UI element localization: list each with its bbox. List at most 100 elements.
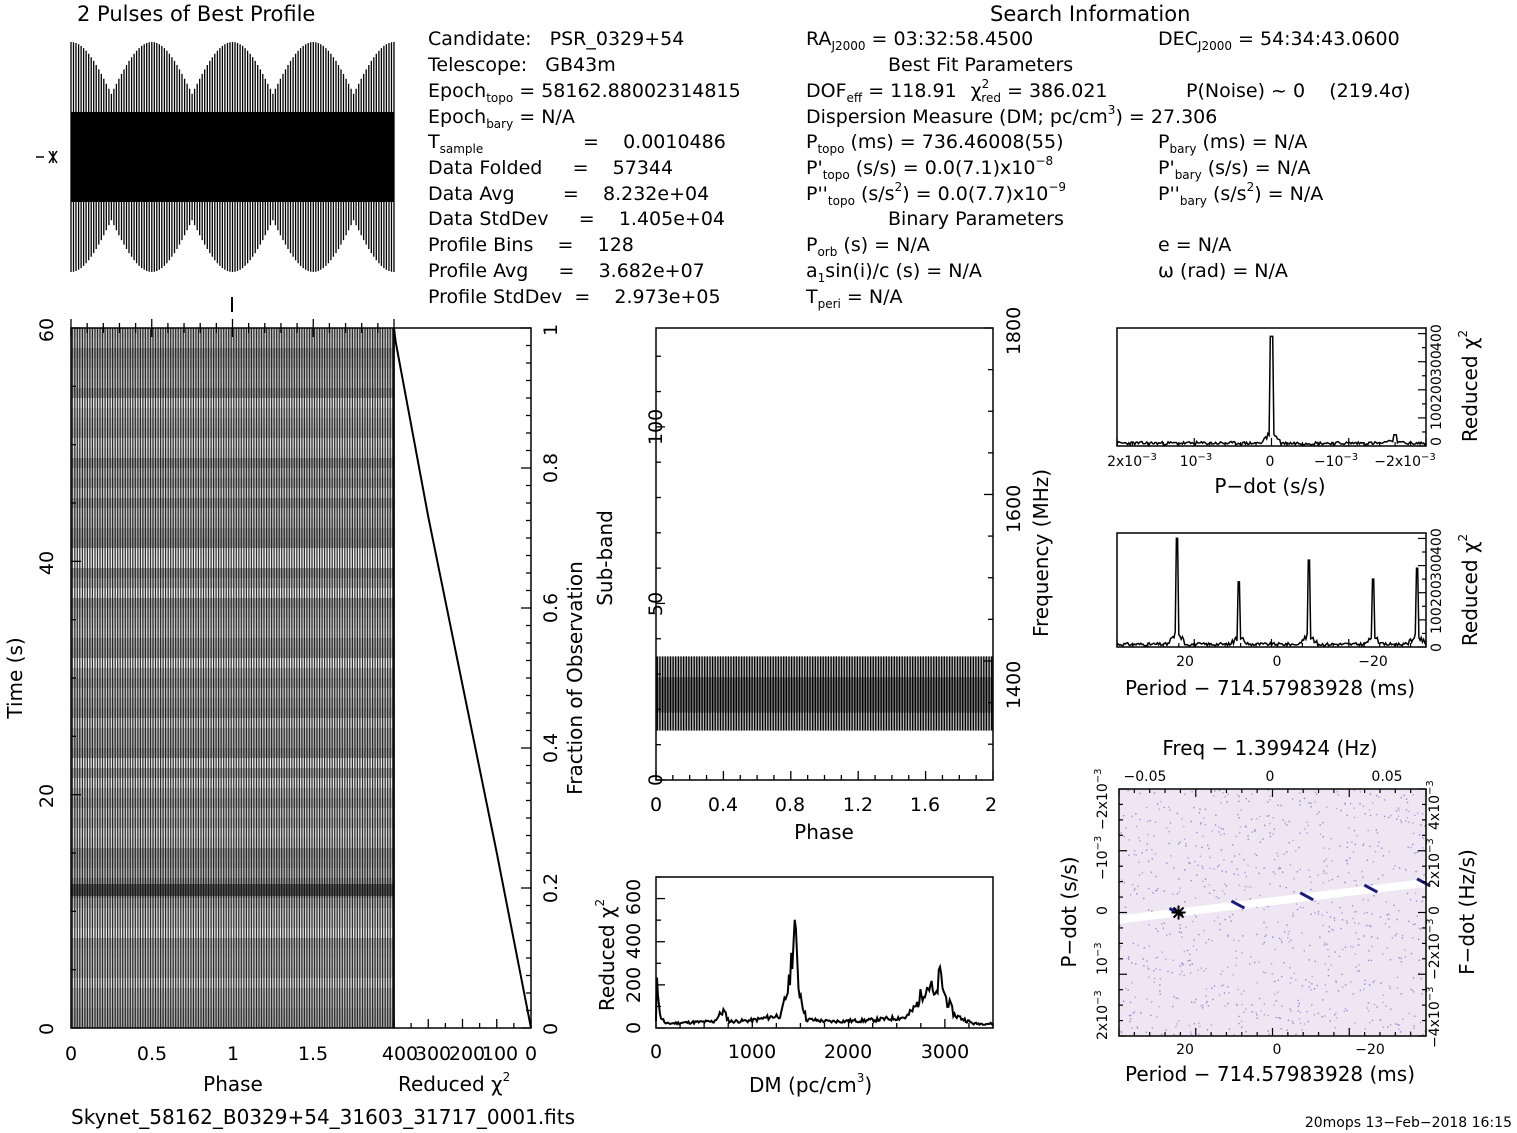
pp-speck — [1277, 991, 1279, 993]
pp-speck — [1404, 868, 1407, 871]
pp-speck — [1269, 835, 1272, 838]
pp-speck — [1194, 860, 1196, 863]
pp-speck — [1205, 988, 1208, 990]
pp-speck — [1237, 874, 1239, 876]
tp-ytick-20: 20 — [36, 784, 58, 808]
pp-speck — [1283, 853, 1285, 855]
pp-speck — [1270, 962, 1273, 965]
dm-ytick-400: 400 — [623, 923, 645, 959]
pp-speck — [1235, 950, 1237, 952]
pp-ridge — [1118, 878, 1427, 924]
pp-speck — [1157, 888, 1159, 890]
pp-speck — [1273, 1004, 1275, 1006]
pp-speck — [1422, 847, 1424, 849]
pp-speck — [1265, 926, 1268, 929]
ppdot-ytick-2: 0 — [1095, 906, 1111, 915]
pp-speck — [1400, 821, 1403, 824]
pp-speck — [1289, 1008, 1291, 1010]
a1sini: a1sin(i)/c (s) = N/A — [806, 260, 982, 285]
pp-speck — [1424, 825, 1426, 827]
tp-band — [71, 888, 394, 899]
pp-speck — [1381, 874, 1384, 876]
prc-ytick-100: 100 — [1429, 607, 1445, 634]
pp-speck — [1149, 819, 1151, 822]
pp-speck — [1170, 855, 1172, 857]
pp-speck — [1235, 964, 1237, 967]
pp-speck — [1179, 887, 1181, 889]
pp-speck — [1347, 872, 1350, 874]
pp-speck — [1155, 967, 1157, 970]
pp-speck — [1197, 864, 1199, 866]
pp-speck — [1296, 871, 1299, 873]
pp-speck — [1208, 847, 1210, 850]
tp-band — [71, 568, 394, 579]
pp-speck — [1368, 925, 1371, 927]
pp-speck — [1340, 809, 1342, 812]
pp-speck — [1314, 791, 1316, 793]
pp-speck — [1279, 885, 1281, 887]
pp-speck — [1317, 911, 1320, 913]
pp-speck — [1330, 964, 1333, 966]
pp-speck — [1410, 988, 1412, 990]
pp-speck — [1240, 993, 1243, 995]
tp-xtick-0: 0 — [65, 1043, 77, 1065]
tp-band — [71, 448, 394, 459]
pp-speck — [1151, 858, 1153, 860]
pp-speck — [1345, 920, 1348, 922]
pp-speck — [1355, 910, 1357, 913]
pp-speck — [1238, 940, 1240, 942]
pp-speck — [1169, 809, 1171, 811]
pp-speck — [1245, 1008, 1247, 1010]
pp-speck — [1187, 960, 1190, 962]
pp-speck — [1382, 1001, 1384, 1004]
pp-speck — [1377, 845, 1379, 847]
pp-notch — [1299, 891, 1314, 902]
pp-speck — [1168, 806, 1170, 808]
pp-speck — [1127, 989, 1129, 991]
pp-speck — [1322, 882, 1325, 884]
pp-speck — [1196, 831, 1198, 834]
pp-speck — [1283, 962, 1285, 964]
best-fit-marker — [1171, 905, 1186, 920]
pp-speck — [1421, 993, 1423, 995]
pp-speck — [1238, 1015, 1240, 1018]
pp-speck — [1357, 938, 1360, 940]
footer-filename: Skynet_58162_B0329+54_31603_31717_0001.f… — [71, 1105, 575, 1129]
pd-bary: P'bary (s/s) = N/A — [1158, 157, 1310, 182]
pp-speck — [1337, 794, 1340, 796]
pp-speck — [1316, 793, 1318, 795]
ppdot-plot: Freq − 1.399424 (Hz) −0.05 0 0.05 20 0 −… — [1057, 736, 1479, 1086]
info-mid: RAJ2000 = 03:32:58.4500 Best Fit Paramet… — [805, 28, 1217, 311]
pc-xtick-0: 2x10−3 — [1107, 452, 1157, 470]
pp-speck — [1413, 1015, 1416, 1017]
pp-speck — [1129, 1020, 1131, 1023]
pp-speck — [1256, 1014, 1258, 1016]
ppdot-image — [1118, 789, 1431, 1037]
pp-speck — [1255, 866, 1257, 869]
pp-speck — [1207, 844, 1209, 846]
pp-speck — [1204, 824, 1207, 826]
pp-speck — [1295, 850, 1297, 852]
pp-speck — [1405, 809, 1408, 811]
pp-speck — [1206, 1029, 1209, 1031]
pp-speck — [1222, 792, 1224, 794]
pp-speck — [1177, 997, 1179, 1000]
sb-y2label: Frequency (MHz) — [1029, 469, 1053, 637]
pp-speck — [1361, 870, 1363, 873]
pp-speck — [1274, 948, 1276, 951]
pp-speck — [1131, 982, 1133, 984]
pp-speck — [1349, 802, 1352, 805]
pp-speck — [1224, 883, 1226, 885]
pp-speck — [1172, 893, 1174, 895]
pp-speck — [1259, 815, 1261, 818]
sb-xtick-12: 1.2 — [843, 794, 873, 816]
data-avg: Data Avg = 8.232e+04 — [428, 183, 709, 205]
pp-speck — [1224, 1005, 1226, 1007]
pp-speck — [1218, 864, 1220, 866]
pp-speck — [1177, 1020, 1180, 1022]
pp-speck — [1165, 827, 1168, 829]
pp-speck — [1324, 984, 1326, 986]
tp-band — [71, 758, 394, 769]
pp-speck — [1244, 825, 1247, 827]
pp-speck — [1310, 989, 1312, 991]
